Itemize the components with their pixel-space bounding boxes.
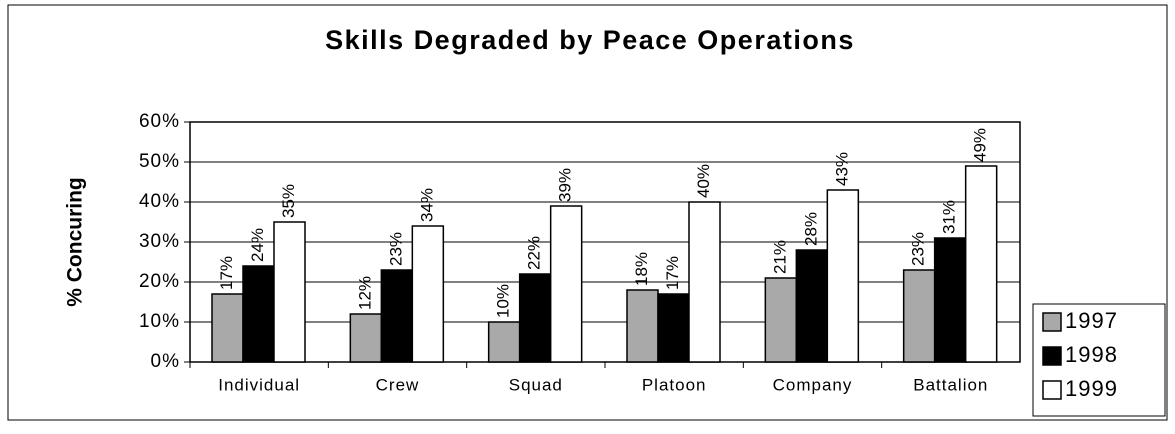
bar xyxy=(487,321,521,363)
y-tick-label: 20% xyxy=(139,271,180,292)
bar xyxy=(657,293,690,363)
value-label: 21% xyxy=(770,240,789,274)
y-tick-label: 50% xyxy=(139,151,180,172)
bar xyxy=(795,249,829,363)
value-label: 35% xyxy=(279,184,298,218)
x-tick-label: Company xyxy=(773,375,853,394)
bar xyxy=(764,277,798,363)
value-label: 17% xyxy=(663,256,682,290)
legend-label: 1999 xyxy=(1065,376,1118,401)
x-tick-label: Crew xyxy=(376,375,420,394)
legend-label: 1998 xyxy=(1065,342,1118,367)
value-label: 23% xyxy=(909,232,928,266)
legend-swatch xyxy=(1042,346,1062,366)
bar xyxy=(826,189,860,363)
value-label: 10% xyxy=(494,284,513,318)
value-label: 17% xyxy=(217,256,236,290)
bar xyxy=(549,205,583,363)
bar xyxy=(688,201,721,363)
bar xyxy=(242,265,275,363)
y-tick-label: 60% xyxy=(139,111,180,132)
value-label: 28% xyxy=(801,212,820,246)
bar xyxy=(211,293,244,363)
x-tick-label: Battalion xyxy=(913,375,988,394)
value-label: 18% xyxy=(632,252,651,286)
x-tick-label: Platoon xyxy=(642,375,707,394)
bar xyxy=(902,269,936,363)
bar xyxy=(380,269,414,363)
bar xyxy=(964,165,998,363)
value-label: 31% xyxy=(940,200,959,234)
bar xyxy=(411,225,445,363)
value-label: 39% xyxy=(556,168,575,202)
legend-swatch xyxy=(1042,312,1062,332)
bar xyxy=(933,237,967,363)
value-label: 49% xyxy=(971,128,990,162)
value-label: 23% xyxy=(386,232,405,266)
x-tick-label: Squad xyxy=(509,375,563,394)
value-label: 24% xyxy=(248,228,267,262)
bar xyxy=(626,289,659,363)
value-label: 40% xyxy=(694,164,713,198)
value-label: 12% xyxy=(355,276,374,310)
y-tick-label: 0% xyxy=(151,351,180,372)
value-label: 34% xyxy=(417,188,436,222)
y-tick-label: 40% xyxy=(139,191,180,212)
y-axis-label: % Concuring xyxy=(64,177,87,307)
value-label: 22% xyxy=(525,236,544,270)
x-tick-label: Individual xyxy=(218,375,300,394)
legend-label: 1997 xyxy=(1065,308,1118,333)
y-tick-label: 10% xyxy=(139,311,180,332)
value-label: 43% xyxy=(832,152,851,186)
legend-swatch xyxy=(1042,380,1062,400)
y-tick-label: 30% xyxy=(139,231,180,252)
chart-title: Skills Degraded by Peace Operations xyxy=(325,25,855,55)
bar xyxy=(349,313,383,363)
bar xyxy=(518,273,552,363)
bar xyxy=(273,221,306,363)
